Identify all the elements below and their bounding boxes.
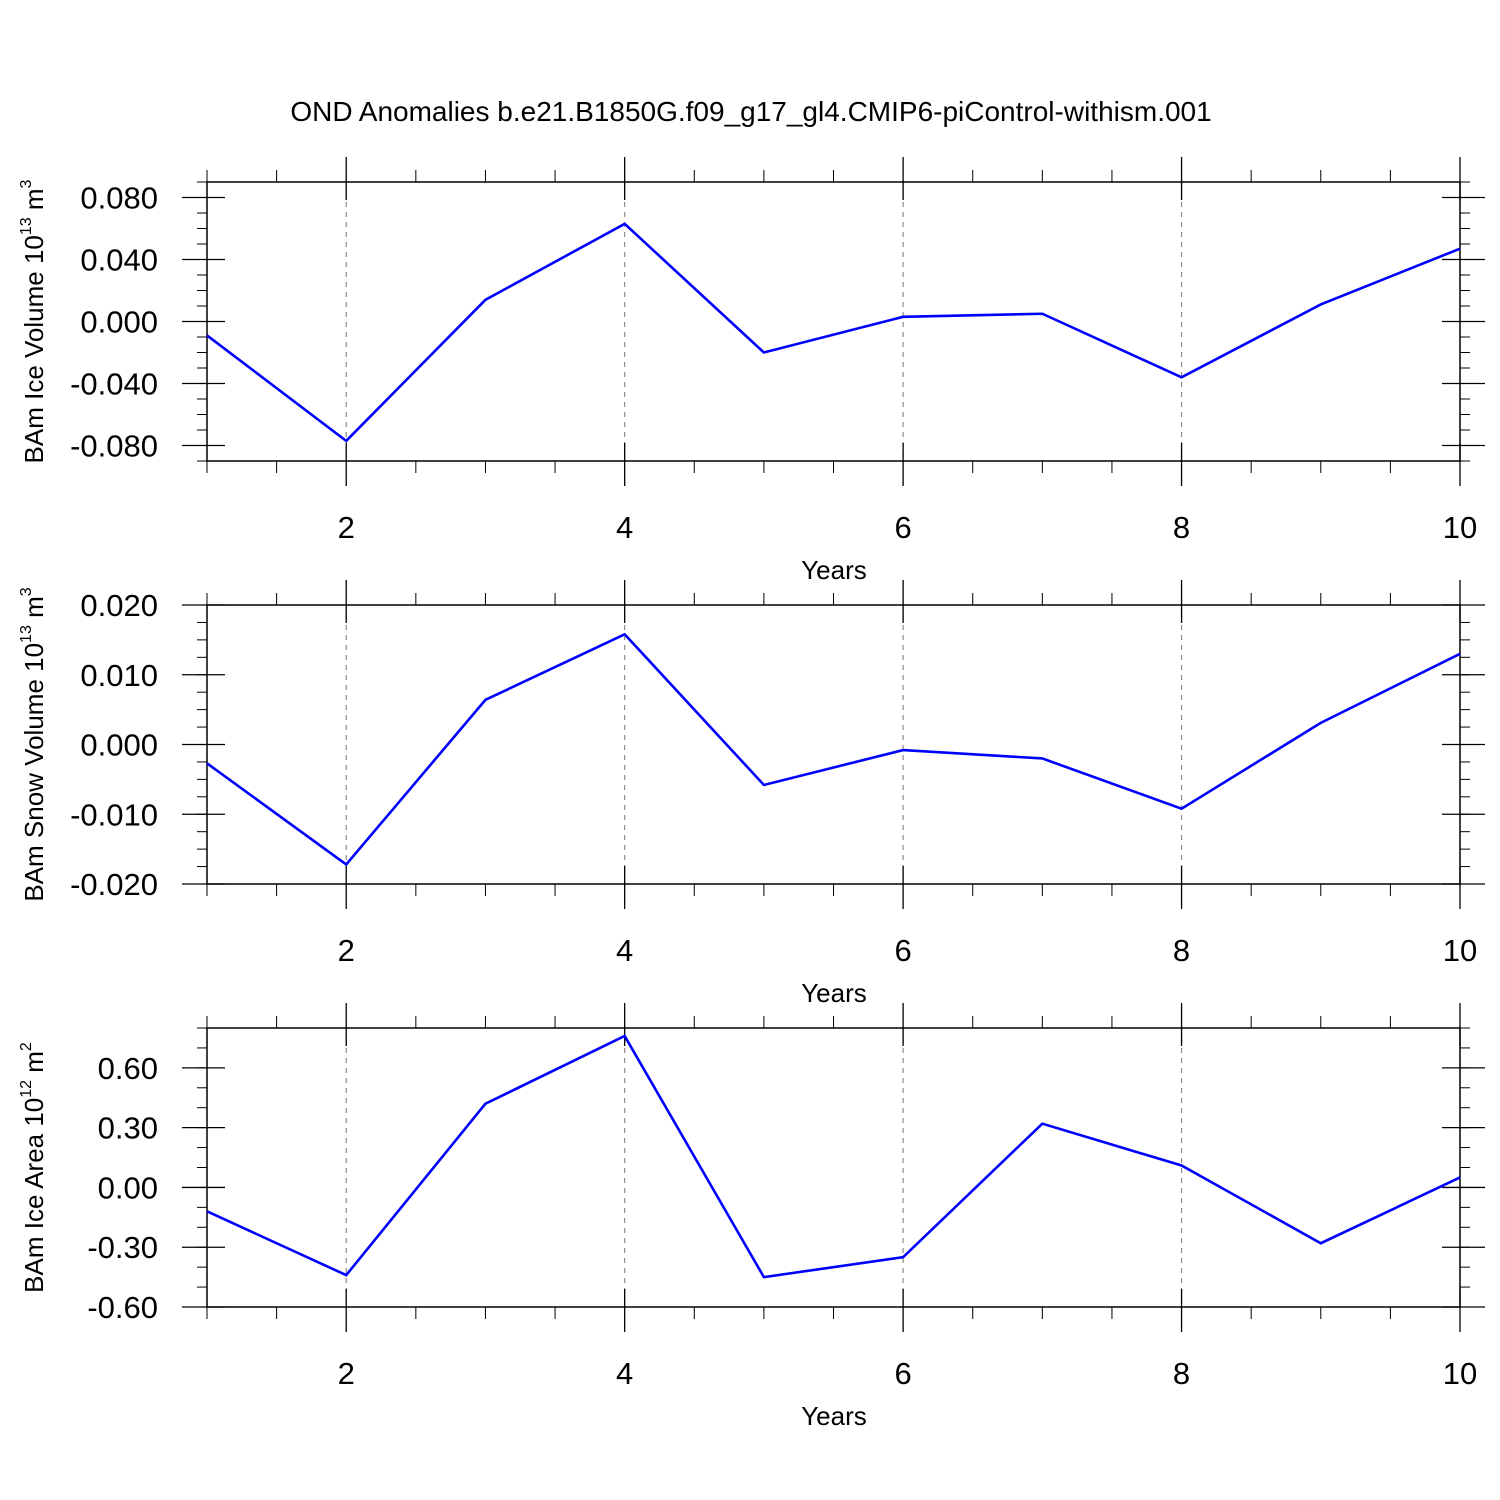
y-axis-label: BAm Ice Volume 1013 m3 [18, 179, 49, 463]
panel-3: -0.60 -0.30 0.00 0.30 0.60 2 4 6 8 10 Years BAm Ice… [18, 1003, 1485, 1431]
x-tick-label: 10 [1443, 933, 1477, 968]
y-tick-label: -0.080 [70, 429, 158, 464]
x-tick-label: 2 [338, 1356, 355, 1391]
plot-frame [206, 181, 1461, 462]
y-axis-label: BAm Snow Volume 1013 m3 [18, 587, 49, 901]
x-tick-label: 8 [1173, 1356, 1190, 1391]
x-tick-label: 2 [338, 933, 355, 968]
panel-2: -0.020 -0.010 0.000 0.010 0.020 2 4 6 8 10 Years BA… [18, 580, 1485, 1008]
plot-frame [206, 1027, 1461, 1308]
y-tick-label: -0.020 [70, 867, 158, 902]
chart-title: OND Anomalies b.e21.B1850G.f09_g17_gl4.C… [290, 96, 1211, 127]
panels: -0.080 -0.040 0.000 0.040 0.080 2 4 6 8 10 Years BA… [18, 157, 1485, 1431]
y-tick-label: -0.60 [87, 1290, 158, 1325]
x-axis-label: Years [801, 555, 867, 585]
x-tick-label: 10 [1443, 1356, 1477, 1391]
y-tick-label: -0.30 [87, 1230, 158, 1265]
y-tick-label: -0.040 [70, 367, 158, 402]
series-line [206, 1034, 1461, 1279]
x-tick-label: 10 [1443, 510, 1477, 545]
x-axis-label: Years [801, 1401, 867, 1431]
y-tick-label: 0.040 [80, 243, 158, 278]
y-tick-label: 0.020 [80, 588, 158, 623]
x-tick-label: 4 [616, 933, 633, 968]
plot-frame [206, 604, 1461, 885]
y-tick-label: 0.000 [80, 728, 158, 763]
y-tick-label: 0.60 [98, 1051, 158, 1086]
panel-1: -0.080 -0.040 0.000 0.040 0.080 2 4 6 8 10 Years BA… [18, 157, 1485, 585]
x-tick-label: 6 [894, 510, 911, 545]
y-tick-label: -0.010 [70, 797, 158, 832]
x-tick-label: 4 [616, 1356, 633, 1391]
x-tick-label: 8 [1173, 510, 1190, 545]
y-tick-label: 0.00 [98, 1170, 158, 1205]
y-tick-label: 0.010 [80, 658, 158, 693]
x-tick-label: 4 [616, 510, 633, 545]
y-tick-label: 0.000 [80, 305, 158, 340]
x-tick-label: 2 [338, 510, 355, 545]
y-axis-label: BAm Ice Area 1012 m2 [18, 1042, 49, 1293]
series-line [206, 632, 1461, 867]
y-tick-label: 0.080 [80, 181, 158, 216]
x-tick-label: 6 [894, 1356, 911, 1391]
x-tick-label: 8 [1173, 933, 1190, 968]
x-tick-label: 6 [894, 933, 911, 968]
y-tick-label: 0.30 [98, 1111, 158, 1146]
series-line [206, 222, 1461, 443]
x-axis-label: Years [801, 978, 867, 1008]
